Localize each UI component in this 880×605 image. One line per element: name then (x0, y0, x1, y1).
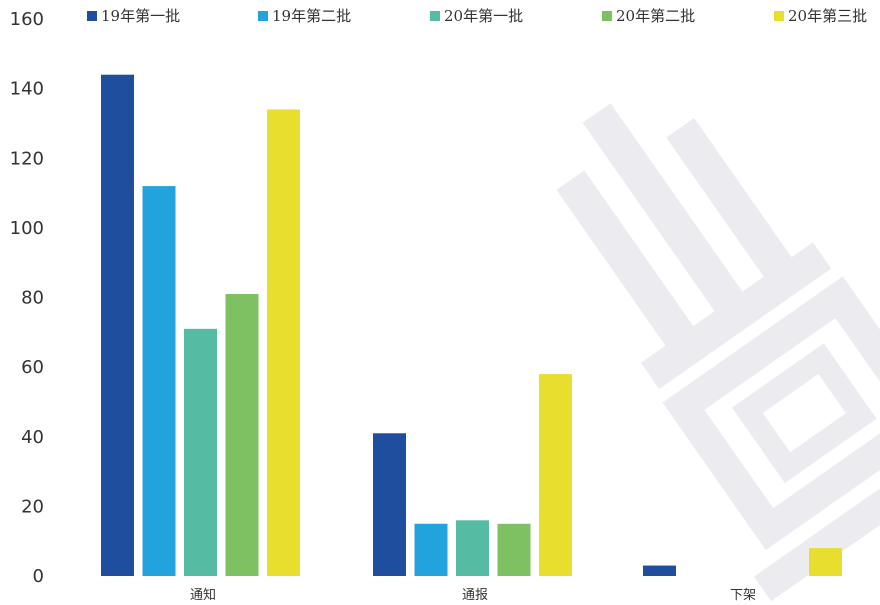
legend-label: 19年第二批 (272, 7, 351, 25)
y-tick-label: 160 (10, 9, 44, 30)
bar-0-0 (101, 74, 134, 576)
bar-0-4 (267, 109, 300, 576)
bar-0-3 (225, 294, 259, 576)
y-tick-label: 60 (21, 357, 44, 378)
bar-1-0 (373, 433, 406, 576)
bar-2-0 (643, 565, 676, 576)
x-tick-label: 下架 (730, 588, 756, 603)
legend-label: 20年第二批 (616, 7, 695, 25)
legend-item: 19年第二批 (258, 7, 351, 25)
y-tick-label: 0 (33, 566, 44, 587)
y-tick-label: 100 (10, 218, 44, 239)
legend-label: 19年第一批 (101, 7, 180, 25)
legend-swatch (430, 11, 440, 21)
bar-0-1 (142, 186, 176, 576)
legend-item: 20年第一批 (430, 7, 523, 25)
y-tick-label: 120 (10, 148, 44, 169)
bar-1-1 (414, 523, 448, 576)
legend-item: 20年第二批 (602, 7, 695, 25)
legend-label: 20年第三批 (788, 7, 867, 25)
x-axis: 通知 通报 下架 (190, 587, 756, 603)
x-tick-label: 通知 (190, 587, 216, 603)
y-tick-label: 40 (21, 427, 44, 448)
legend-item: 20年第三批 (774, 7, 867, 25)
x-tick-label: 通报 (462, 588, 488, 603)
legend-swatch (602, 11, 612, 21)
legend-item: 19年第一批 (87, 7, 180, 25)
y-tick-label: 140 (10, 79, 44, 100)
y-tick-label: 80 (21, 288, 44, 309)
bar-1-4 (539, 374, 572, 576)
bar-1-3 (497, 523, 531, 576)
bar-0-2 (184, 328, 217, 576)
legend-swatch (258, 11, 268, 21)
bar-2-4 (809, 548, 842, 576)
y-tick-label: 20 (21, 496, 44, 517)
legend-label: 20年第一批 (444, 7, 523, 25)
bars (101, 74, 842, 576)
bar-1-2 (456, 520, 489, 576)
legend: 19年第一批 19年第二批 20年第一批 20年第二批 20年第三批 (87, 7, 867, 25)
legend-swatch (87, 11, 97, 21)
y-axis: 0 20 40 60 80 100 120 140 160 (10, 9, 44, 587)
legend-swatch (774, 11, 784, 21)
